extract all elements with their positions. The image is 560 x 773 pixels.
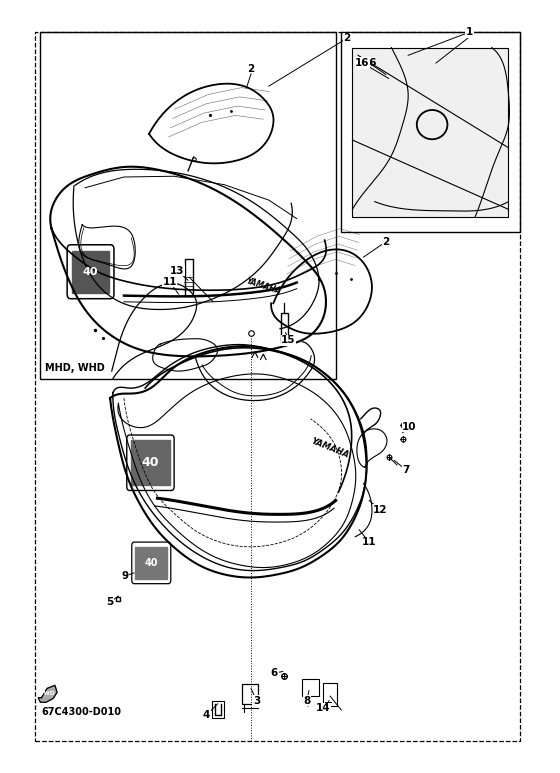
- FancyBboxPatch shape: [127, 435, 174, 491]
- Text: 1: 1: [466, 27, 473, 37]
- Text: 11: 11: [362, 537, 376, 547]
- Text: 12: 12: [373, 505, 388, 515]
- Text: 1: 1: [466, 27, 473, 37]
- Text: 10: 10: [402, 421, 417, 431]
- FancyBboxPatch shape: [302, 679, 319, 696]
- FancyBboxPatch shape: [132, 542, 171, 584]
- Text: 16: 16: [362, 58, 377, 68]
- Text: 14: 14: [316, 703, 331, 713]
- Text: 40: 40: [83, 267, 99, 277]
- Text: 16: 16: [355, 58, 370, 68]
- Text: 5: 5: [106, 598, 114, 607]
- Text: 4: 4: [203, 710, 210, 720]
- Polygon shape: [38, 686, 57, 703]
- FancyBboxPatch shape: [281, 312, 288, 342]
- Text: 15: 15: [281, 335, 296, 346]
- Text: 40: 40: [144, 558, 158, 568]
- Text: 11: 11: [162, 277, 177, 287]
- Polygon shape: [72, 251, 110, 292]
- FancyBboxPatch shape: [67, 245, 114, 298]
- Text: 7: 7: [402, 465, 409, 475]
- Text: 8: 8: [303, 696, 310, 706]
- Text: 2: 2: [343, 33, 351, 43]
- Polygon shape: [352, 48, 508, 217]
- FancyBboxPatch shape: [212, 701, 224, 717]
- Text: 6: 6: [271, 668, 278, 678]
- Text: 3: 3: [253, 696, 260, 706]
- Polygon shape: [135, 547, 167, 579]
- Text: 67C4300-D010: 67C4300-D010: [41, 707, 122, 717]
- Text: 2: 2: [382, 237, 390, 247]
- Text: YAMAHA: YAMAHA: [310, 437, 351, 460]
- Text: MHD, WHD: MHD, WHD: [45, 363, 105, 373]
- Text: 13: 13: [170, 266, 185, 276]
- Text: FWD: FWD: [40, 691, 55, 696]
- Text: 9: 9: [122, 571, 129, 581]
- FancyBboxPatch shape: [242, 684, 258, 704]
- FancyBboxPatch shape: [324, 683, 337, 707]
- Text: 2: 2: [248, 64, 255, 74]
- Text: YAMAHA: YAMAHA: [245, 277, 282, 296]
- Polygon shape: [130, 441, 170, 485]
- Text: 40: 40: [142, 456, 159, 469]
- FancyBboxPatch shape: [185, 259, 193, 295]
